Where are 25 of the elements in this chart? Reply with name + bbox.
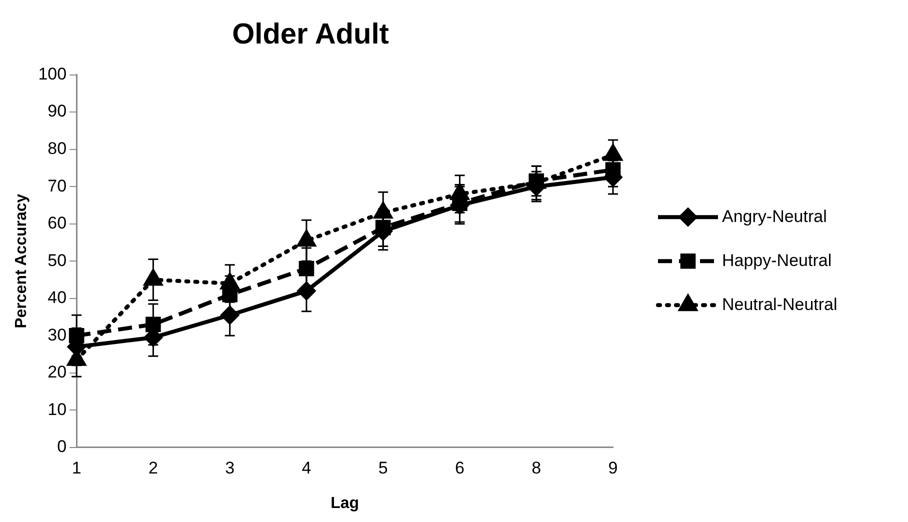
y-tick-label: 10 [48,400,67,419]
legend-label: Happy-Neutral [722,250,832,270]
y-tick-label: 60 [48,214,67,233]
y-tick-label: 100 [38,64,67,84]
x-tick-label: 1 [72,458,82,478]
y-tick-label: 0 [57,437,67,456]
y-tick-label: 50 [48,250,67,270]
legend-label: Angry-Neutral [722,206,827,226]
y-tick-label: 20 [48,362,67,382]
x-tick-label: 4 [302,458,312,478]
y-tick-label: 90 [48,102,67,121]
x-tick-label: 9 [608,458,618,478]
x-tick-label: 3 [225,458,235,478]
chart-title: Older Adult [232,18,390,50]
y-tick-label: 30 [48,325,67,344]
x-tick-label: 8 [532,458,542,478]
x-tick-label: 5 [378,458,388,478]
x-axis-title: Lag [330,494,360,512]
legend-label: Neutral-Neutral [722,294,838,314]
y-tick-label: 70 [48,176,67,196]
x-tick-label: 2 [148,458,158,478]
y-tick-label: 80 [48,139,67,158]
x-tick-label: 6 [455,458,464,478]
y-axis-title: Percent Accuracy [13,194,30,328]
y-tick-label: 40 [48,288,67,308]
